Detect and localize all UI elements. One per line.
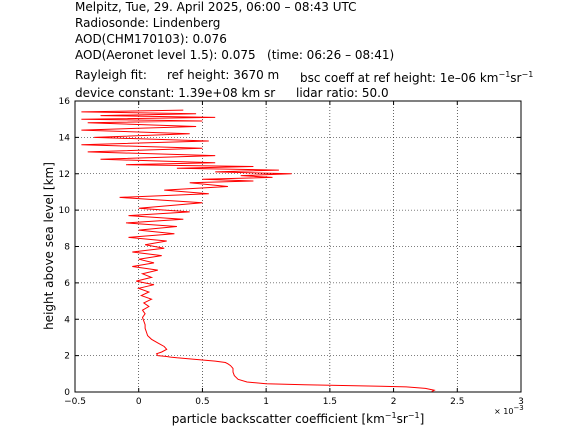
y-tick-label: 14 [59, 133, 71, 143]
y-tick-label: 12 [59, 170, 70, 180]
y-tick-label: 10 [59, 206, 71, 216]
x-tick-label: 1.5 [323, 397, 337, 407]
plot-frame [74, 100, 522, 393]
x-axis-label-part-3: ] [420, 412, 425, 426]
x-tick-label: 0 [136, 397, 142, 407]
device-constant: device constant: 1.39e+08 km sr [75, 86, 276, 100]
x-axis-label: particle backscatter coefficient [km−1sr… [172, 411, 425, 426]
bsc-coeff-text: bsc coeff at ref height: 1e–06 km [300, 71, 499, 85]
lidar-ratio: lidar ratio: 50.0 [296, 86, 389, 100]
x-tick-label: 3 [518, 397, 524, 407]
x-axis-multiplier: × 10−3 [494, 404, 524, 416]
header-line-4: AOD(Aeronet level 1.5): 0.075 (time: 06:… [75, 48, 395, 62]
x-multiplier-exp: −3 [513, 404, 523, 412]
rayleigh-label: Rayleigh fit: [75, 68, 147, 82]
y-axis-label: height above sea level [km] [42, 162, 56, 330]
header-line-1: Melpitz, Tue, 29. April 2025, 06:00 – 08… [75, 0, 357, 14]
backscatter-profile-line [81, 109, 436, 393]
x-axis-label-part-1: particle backscatter coefficient [km [172, 412, 385, 426]
x-tick-label: −0.5 [64, 397, 86, 407]
grid [75, 101, 521, 392]
y-tick-label: 16 [59, 97, 71, 107]
y-tick-label: 0 [64, 388, 70, 398]
x-axis-label-exp-1: −1 [385, 411, 397, 420]
y-tick-label: 2 [64, 352, 70, 362]
x-tick-label: 2 [391, 397, 397, 407]
x-tick-label: 1 [263, 397, 269, 407]
x-axis-label-exp-2: −1 [408, 411, 420, 420]
x-axis-label-part-2: sr [397, 412, 408, 426]
x-multiplier-base: × 10 [494, 407, 513, 416]
bsc-coeff: bsc coeff at ref height: 1e–06 km−1sr−1 [300, 70, 534, 85]
series-layer [81, 109, 436, 393]
y-tick-label: 4 [64, 315, 70, 325]
header-line-2: Radiosonde: Lindenberg [75, 16, 221, 30]
ref-height: ref height: 3670 m [167, 68, 280, 82]
y-tick-label: 8 [64, 243, 70, 253]
header-line-3: AOD(CHM170103): 0.076 [75, 32, 227, 46]
x-tick-label: 0.5 [195, 397, 209, 407]
x-tick-label: 2.5 [450, 397, 464, 407]
y-tick-label: 6 [64, 279, 70, 289]
